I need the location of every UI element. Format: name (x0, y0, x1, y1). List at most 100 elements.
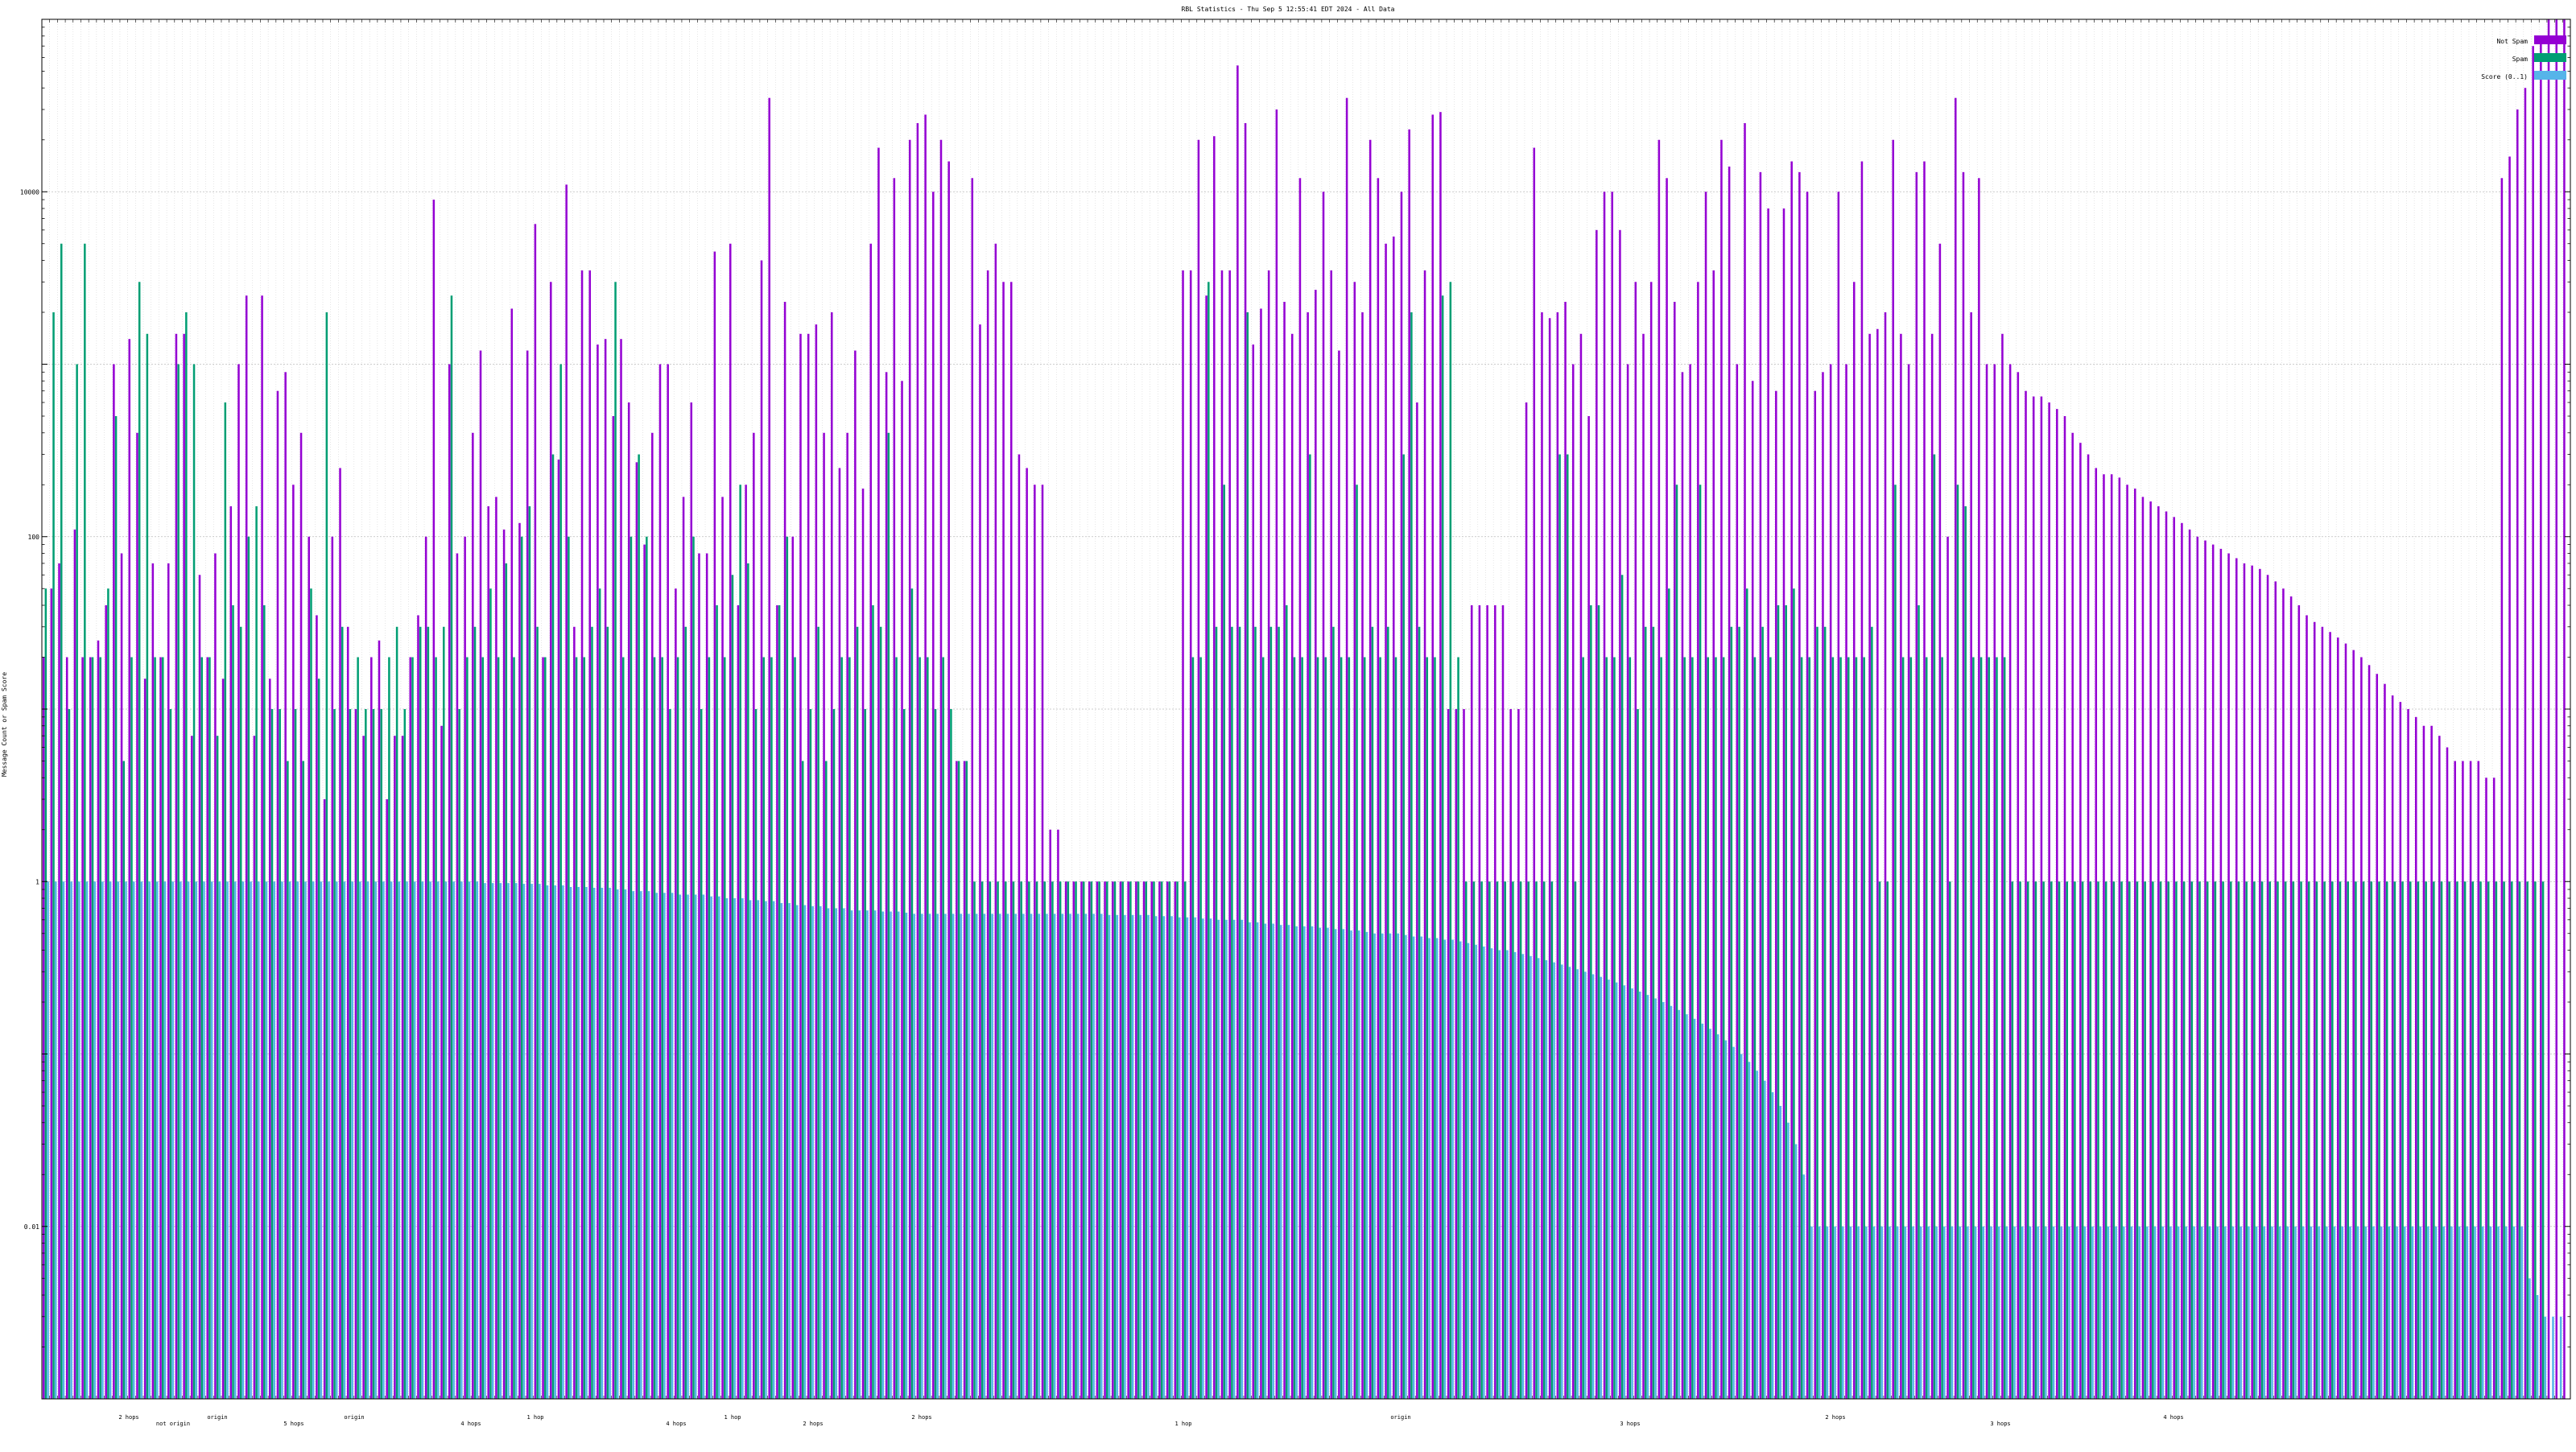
bar-spam (1418, 626, 1421, 1399)
bar-spam (2526, 881, 2529, 1399)
bar-score (250, 881, 252, 1399)
bar-not-spam (2181, 522, 2183, 1399)
bar-score (803, 905, 807, 1399)
bar-spam (2347, 881, 2349, 1399)
bar-spam (1028, 881, 1030, 1399)
bar-not-spam (932, 192, 935, 1399)
bar-score (718, 896, 720, 1399)
bar-not-spam (1548, 318, 1551, 1400)
bar-score (452, 881, 455, 1399)
bar-not-spam (2344, 643, 2347, 1399)
bar-not-spam (58, 563, 60, 1399)
bar-spam (287, 761, 289, 1399)
bar-spam (1769, 657, 1772, 1399)
bar-not-spam (2243, 563, 2246, 1399)
bar-spam (1504, 881, 1506, 1399)
bar-score (1724, 1040, 1728, 1399)
bar-not-spam (2384, 683, 2386, 1399)
bar-score (210, 881, 213, 1399)
bar-spam (2019, 881, 2021, 1399)
bar-score (2091, 1226, 2094, 1399)
bar-not-spam (1228, 270, 1231, 1400)
bar-score (304, 881, 307, 1399)
bar-not-spam (986, 270, 989, 1400)
bar-score (1638, 991, 1641, 1399)
bar-not-spam (2500, 178, 2504, 1400)
bar-spam (684, 626, 687, 1399)
bar-spam (1691, 657, 1694, 1399)
bar-spam (2370, 881, 2373, 1399)
bar-score (343, 881, 346, 1399)
bar-spam (2050, 881, 2053, 1399)
bar-not-spam (1236, 65, 1239, 1400)
bar-score (1264, 923, 1267, 1399)
bar-score (944, 914, 947, 1399)
bar-spam (809, 709, 812, 1399)
bar-spam (1113, 881, 1117, 1399)
bar-spam (2339, 881, 2342, 1399)
bar-spam (107, 588, 109, 1399)
bar-not-spam (1439, 112, 1442, 1399)
bar-not-spam (1353, 282, 1356, 1400)
x-group-label: 1 hop (724, 1414, 741, 1421)
bar-not-spam (597, 344, 599, 1399)
bar-not-spam (2259, 568, 2261, 1400)
bar-not-spam (1393, 236, 1395, 1399)
bar-spam (2026, 881, 2029, 1399)
bar-score (117, 881, 120, 1399)
bar-spam (754, 709, 758, 1399)
bar-score (93, 881, 96, 1399)
bar-not-spam (1298, 178, 1302, 1400)
bar-spam (458, 709, 460, 1399)
bar-score (1147, 914, 1150, 1399)
bar-score (1842, 1226, 1844, 1399)
bar-score (835, 908, 837, 1399)
bar-score (2450, 1226, 2453, 1399)
bar-spam (1254, 626, 1257, 1399)
bar-spam (2393, 881, 2396, 1399)
bar-not-spam (643, 544, 646, 1400)
bar-score (2200, 1226, 2203, 1399)
bar-score (1872, 1226, 1876, 1399)
bar-not-spam (198, 575, 201, 1399)
bar-spam (1605, 657, 1608, 1399)
bar-not-spam (721, 497, 724, 1399)
bar-not-spam (1345, 97, 1348, 1399)
bar-spam (1823, 626, 1827, 1399)
bar-spam (162, 657, 164, 1399)
bar-not-spam (565, 184, 568, 1400)
bar-spam (1933, 454, 1936, 1399)
x-group-label: not origin (156, 1421, 190, 1427)
bar-score (1162, 916, 1166, 1399)
bar-score (687, 894, 689, 1399)
bar-not-spam (705, 553, 708, 1400)
bar-spam (427, 626, 430, 1399)
bar-score (2388, 1226, 2391, 1399)
bar-not-spam (1034, 485, 1036, 1399)
bar-score (1451, 939, 1454, 1399)
bar-spam (1480, 881, 1483, 1399)
bar-spam (1800, 657, 1803, 1399)
bar-spam (825, 761, 828, 1399)
bar-not-spam (424, 536, 427, 1399)
bar-not-spam (261, 295, 263, 1400)
bar-not-spam (534, 224, 537, 1400)
bar-score (2427, 1226, 2429, 1399)
bar-spam (2222, 881, 2224, 1399)
bar-spam (372, 709, 375, 1399)
bar-not-spam (1189, 270, 1192, 1400)
bar-score (2310, 1226, 2313, 1399)
bar-spam (1535, 881, 1538, 1399)
bar-score (1483, 946, 1485, 1399)
bar-not-spam (167, 563, 170, 1399)
bar-spam (185, 312, 188, 1399)
bar-not-spam (510, 308, 514, 1400)
bar-not-spam (1525, 402, 1528, 1399)
bar-spam (575, 657, 578, 1399)
bar-score (1951, 1226, 1954, 1399)
bar-not-spam (2118, 477, 2121, 1399)
bar-score (1857, 1226, 1860, 1399)
bar-score (1584, 971, 1587, 1399)
bar-spam (333, 709, 336, 1399)
bar-not-spam (1049, 829, 1051, 1399)
